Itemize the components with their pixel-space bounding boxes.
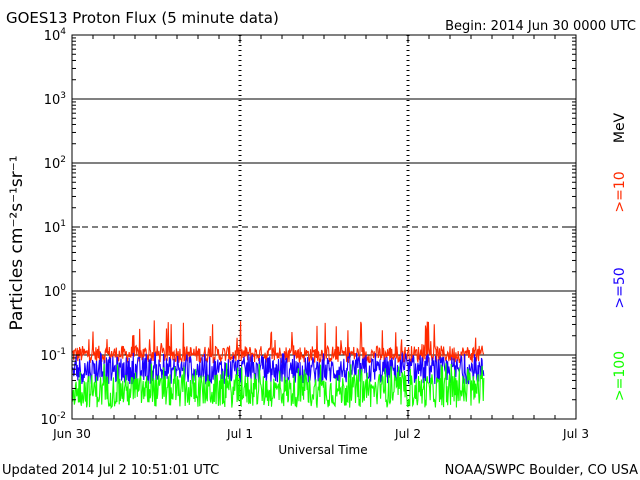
series-line-2	[71, 363, 485, 410]
credit-label: NOAA/SWPC Boulder, CO USA	[445, 463, 638, 478]
x-axis-ticks: Jun 30 Jul 1 Jul 2 Jul 3	[52, 35, 589, 441]
y-tick-label: 10-1	[40, 347, 66, 364]
grid-lines	[72, 35, 576, 419]
legend-unit: MeV	[612, 112, 628, 143]
x-tick-label: Jul 1	[226, 427, 253, 441]
y-tick-label: 101	[44, 219, 66, 236]
y-tick-label: 103	[44, 91, 66, 108]
y-axis-label: Particles cm⁻²s⁻¹sr⁻¹	[7, 155, 27, 330]
legend: MeV >=10 >=50 >=100	[612, 112, 628, 401]
begin-label: Begin: 2014 Jun 30 0000 UTC	[445, 19, 636, 34]
x-tick-label: Jul 3	[562, 427, 589, 441]
series-line-1	[71, 351, 485, 385]
series-layer	[71, 320, 485, 410]
chart-title: GOES13 Proton Flux (5 minute data)	[6, 9, 279, 27]
y-tick-label: 10-2	[40, 411, 66, 428]
series-line-0	[71, 320, 485, 365]
y-tick-label: 100	[44, 283, 67, 300]
x-axis-label: Universal Time	[278, 443, 367, 457]
legend-entry-0: >=10	[612, 171, 628, 212]
updated-timestamp: Updated 2014 Jul 2 10:51:01 UTC	[2, 463, 219, 478]
y-axis-ticks: 10-2 10-1 100 101 102 103 104	[40, 27, 576, 428]
y-tick-label: 104	[44, 27, 67, 44]
x-tick-label: Jul 2	[394, 427, 421, 441]
legend-entry-1: >=50	[612, 267, 628, 308]
x-tick-label: Jun 30	[52, 427, 91, 441]
legend-entry-2: >=100	[612, 351, 628, 401]
y-tick-label: 102	[44, 155, 66, 172]
